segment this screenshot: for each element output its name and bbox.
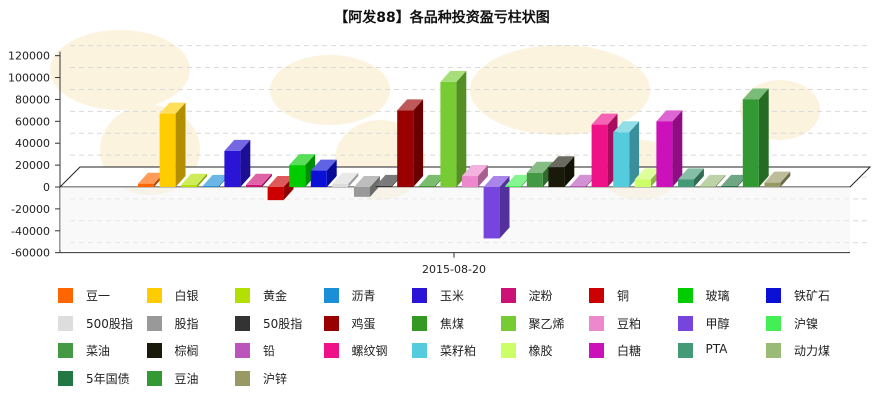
- bar-25: [656, 110, 683, 187]
- legend-swatch: [500, 343, 516, 358]
- legend-label: PTA: [705, 342, 728, 356]
- bar-11: [354, 176, 380, 197]
- legend-label: 豆油: [174, 371, 199, 386]
- legend-label: 铅: [263, 344, 276, 358]
- y-tick-label: 0: [43, 181, 50, 194]
- legend-label: 白银: [174, 289, 199, 303]
- legend-label: 鸡蛋: [351, 316, 376, 331]
- bar-16: [462, 165, 488, 187]
- legend-label: 铁矿石: [794, 289, 831, 303]
- bar-17: [483, 176, 510, 239]
- y-tick-label: -40000: [11, 225, 50, 238]
- legend-swatch: [589, 343, 604, 358]
- legend-label: 螺纹钢: [351, 344, 388, 358]
- chart-title: 【阿发88】各品种投资盈亏柱状图: [334, 9, 549, 26]
- axes: 120000 100000 80000 60000 40000 20000 0 -20000 -…: [8, 50, 850, 260]
- y-tick-label: -20000: [11, 203, 50, 216]
- y-tick-label: 60000: [15, 115, 50, 128]
- legend-swatch: [235, 315, 250, 331]
- legend-swatch: [412, 288, 427, 303]
- legend-label: 菜油: [86, 344, 111, 358]
- legend-label: 白糖: [617, 344, 642, 358]
- bar-2: [159, 102, 186, 187]
- legend-label: 5年国债: [86, 371, 130, 386]
- legend-swatch: [235, 343, 250, 358]
- legend-label: 铜: [617, 289, 630, 303]
- bar-15: [440, 70, 467, 187]
- legend-label: 豆粕: [617, 316, 642, 331]
- legend-label: 甲醇: [705, 316, 730, 331]
- legend-swatch: [58, 288, 73, 303]
- legend-label: 沪镍: [794, 316, 819, 331]
- legend-swatch: [766, 288, 781, 303]
- bar-chart: 【阿发88】各品种投资盈亏柱状图 120000 100000 80000 60000 4…: [8, 9, 872, 276]
- legend-swatch: [235, 370, 250, 386]
- bar-20: [548, 156, 575, 187]
- legend-swatch: [146, 343, 162, 358]
- legend-swatch: [58, 315, 73, 331]
- legend-swatch: [146, 288, 162, 303]
- y-tick-label: 20000: [15, 159, 50, 172]
- legend-swatch: [323, 288, 339, 303]
- bar-9: [310, 159, 337, 187]
- legend-swatch: [412, 343, 427, 358]
- bar-3: [181, 173, 208, 187]
- y-tick-label: -60000: [11, 247, 50, 260]
- legend-swatch: [766, 315, 781, 331]
- bar-30: [764, 171, 791, 187]
- legend-swatch: [58, 343, 73, 358]
- legend-label: 沥青: [351, 289, 376, 303]
- bar-7: [267, 176, 294, 201]
- bar-13: [397, 99, 424, 187]
- legend-label: 淀粉: [528, 289, 553, 303]
- legend-label: 50股指: [263, 316, 303, 331]
- legend-label: 黄金: [263, 289, 288, 303]
- legend-swatch: [589, 288, 604, 303]
- legend-swatch: [323, 315, 339, 331]
- legend-label: 豆一: [86, 289, 111, 303]
- y-tick-label: 120000: [8, 50, 50, 63]
- legend-label: 聚乙烯: [528, 316, 565, 331]
- legend-swatch: [500, 288, 516, 303]
- bar-29: [742, 88, 769, 187]
- y-tick-label: 80000: [15, 93, 50, 106]
- bar-23: [613, 121, 640, 187]
- legend-swatch: [146, 315, 162, 331]
- legend-label: 玻璃: [705, 289, 730, 303]
- bars: [138, 70, 791, 239]
- legend-swatch: [58, 370, 73, 386]
- legend-label: 橡胶: [528, 344, 553, 358]
- legend-swatch: [500, 315, 516, 331]
- bar-10: [332, 172, 359, 187]
- legend-swatch: [677, 343, 693, 358]
- bar-5: [224, 139, 251, 187]
- legend-swatch: [589, 315, 604, 331]
- y-tick-label: 100000: [8, 72, 50, 85]
- legend-label: 焦煤: [440, 316, 465, 331]
- x-tick-label: 2015-08-20: [422, 263, 486, 276]
- legend-label: 股指: [174, 316, 199, 331]
- legend-label: 菜籽粕: [440, 344, 477, 358]
- legend-swatch: [146, 370, 162, 386]
- legend-swatch: [323, 343, 339, 358]
- legend-swatch: [235, 288, 250, 303]
- bar-8: [289, 154, 316, 187]
- bar-27: [699, 174, 726, 187]
- legend-label: 沪锌: [263, 371, 288, 386]
- legend-swatch: [412, 315, 427, 331]
- legend-swatch: [677, 315, 693, 331]
- legend-swatch: [766, 343, 781, 358]
- bar-26: [678, 168, 704, 187]
- legend-swatch: [677, 288, 693, 303]
- legend-label: 500股指: [86, 316, 133, 331]
- legend-label: 玉米: [440, 289, 465, 303]
- legend-label: 动力煤: [794, 344, 831, 358]
- bar-6: [246, 173, 272, 187]
- y-tick-label: 40000: [15, 137, 50, 150]
- legend-label: 棕榈: [174, 344, 199, 358]
